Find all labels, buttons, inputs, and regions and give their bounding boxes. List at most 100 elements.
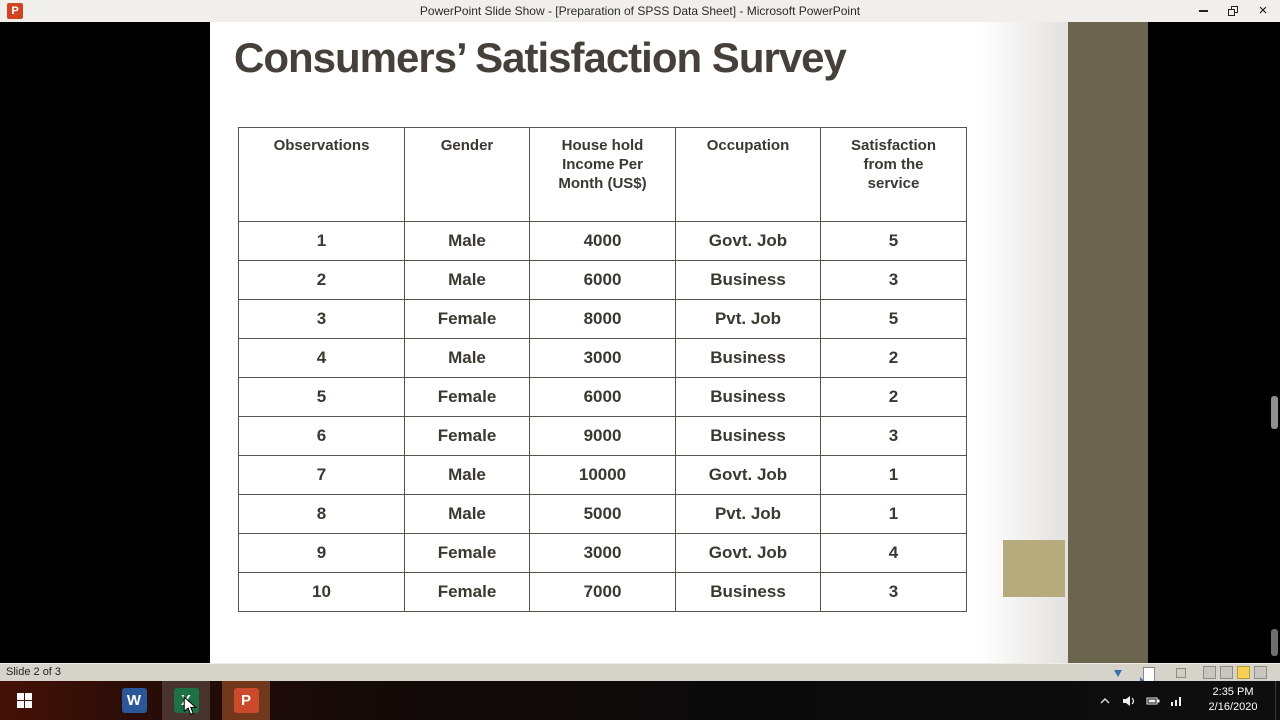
table-cell: 2 [820,377,967,417]
pen-options-icon[interactable] [1176,668,1186,678]
table-cell: Business [675,572,821,612]
table-cell: Male [404,221,530,261]
survey-table: Observations Gender House hold Income Per … [238,127,967,612]
table-cell: 10000 [529,455,676,495]
table-row: 7 Male 10000 Govt. Job 1 [238,455,967,495]
window-controls: × [1188,0,1278,22]
table-cell: 5000 [529,494,676,534]
table-cell: Govt. Job [675,221,821,261]
slide-indicator: Slide 2 of 3 [6,666,62,678]
scrollbar-thumb-lower[interactable] [1271,629,1278,656]
slide-title: Consumers’ Satisfaction Survey [234,34,847,81]
table-cell: Govt. Job [675,533,821,573]
table-row: 1 Male 4000 Govt. Job 5 [238,221,967,261]
table-cell: Male [404,338,530,378]
table-cell: Govt. Job [675,455,821,495]
table-cell: Female [404,416,530,456]
survey-table-wrap: Observations Gender House hold Income Per … [238,127,967,612]
table-cell: 5 [238,377,405,417]
show-hidden-icons-button[interactable] [1097,681,1113,720]
table-cell: 9 [238,533,405,573]
close-icon: × [1258,2,1268,19]
start-button[interactable] [0,681,48,720]
table-cell: 2 [238,260,405,300]
normal-view-button[interactable] [1203,666,1216,679]
table-cell: 4 [820,533,967,573]
slideshow-stage: Consumers’ Satisfaction Survey Observati… [0,22,1280,663]
powerpoint-icon: P [233,688,259,713]
table-cell: 3 [820,260,967,300]
table-cell: 5 [820,299,967,339]
restore-icon [1228,6,1238,16]
table-cell: 2 [820,338,967,378]
taskbar-word-button[interactable]: W [110,681,158,720]
table-cell: 6000 [529,260,676,300]
column-header: Gender [404,127,530,222]
slide-sorter-button[interactable] [1220,666,1233,679]
table-cell: Male [404,260,530,300]
restore-button[interactable] [1218,0,1248,22]
table-cell: 1 [820,494,967,534]
clock-time: 2:35 PM [1212,686,1254,698]
taskbar-powerpoint-button[interactable]: P [222,681,270,720]
slide: Consumers’ Satisfaction Survey Observati… [210,22,1068,663]
table-cell: 1 [238,221,405,261]
table-row: 10 Female 7000 Business 3 [238,572,967,612]
table-cell: Business [675,338,821,378]
taskbar-clock[interactable]: 2:35 PM 2/16/2020 [1198,685,1268,715]
column-header: Satisfaction from the service [820,127,967,222]
clock-date: 2/16/2020 [1208,701,1258,713]
window-titlebar: P PowerPoint Slide Show - [Preparation o… [0,0,1280,22]
table-cell: Female [404,299,530,339]
close-button[interactable]: × [1248,0,1278,22]
table-cell: Pvt. Job [675,299,821,339]
reading-view-button[interactable] [1254,666,1267,679]
taskbar [0,681,1280,720]
volume-icon[interactable] [1120,681,1138,720]
powerpoint-app-icon: P [7,3,23,19]
table-cell: Male [404,494,530,534]
table-cell: Business [675,260,821,300]
theme-right-band [1068,22,1148,663]
windows-logo-icon [16,693,32,708]
table-cell: 3000 [529,338,676,378]
table-cell: 7000 [529,572,676,612]
minimize-icon [1198,10,1208,12]
show-desktop-button[interactable] [1275,681,1280,720]
slide-show-button[interactable] [1237,666,1250,679]
table-cell: 6 [238,416,405,456]
table-cell: 3 [238,299,405,339]
table-cell: 9000 [529,416,676,456]
table-cell: 3 [820,572,967,612]
column-header: Observations [238,127,405,222]
column-header: House hold Income Per Month (US$) [529,127,676,222]
table-row: 6 Female 9000 Business 3 [238,416,967,456]
table-cell: 1 [820,455,967,495]
table-cell: 8 [238,494,405,534]
table-row: 4 Male 3000 Business 2 [238,338,967,378]
table-cell: Business [675,377,821,417]
mouse-cursor [183,695,198,720]
table-cell: Female [404,533,530,573]
table-cell: Business [675,416,821,456]
previous-slide-icon[interactable] [1112,666,1124,684]
table-cell: 4000 [529,221,676,261]
column-header: Occupation [675,127,821,222]
network-icon[interactable] [1168,681,1186,720]
table-row: 2 Male 6000 Business 3 [238,260,967,300]
table-cell: 3 [820,416,967,456]
table-cell: 3000 [529,533,676,573]
table-cell: Female [404,377,530,417]
table-cell: 4 [238,338,405,378]
table-row: 8 Male 5000 Pvt. Job 1 [238,494,967,534]
table-cell: 8000 [529,299,676,339]
slide-menu-icon[interactable] [1140,667,1155,682]
table-row: 5 Female 6000 Business 2 [238,377,967,417]
battery-icon[interactable] [1144,681,1162,720]
scrollbar-thumb[interactable] [1271,396,1278,429]
window-title: PowerPoint Slide Show - [Preparation of … [419,4,861,18]
table-cell: 6000 [529,377,676,417]
minimize-button[interactable] [1188,0,1218,22]
table-cell: Pvt. Job [675,494,821,534]
